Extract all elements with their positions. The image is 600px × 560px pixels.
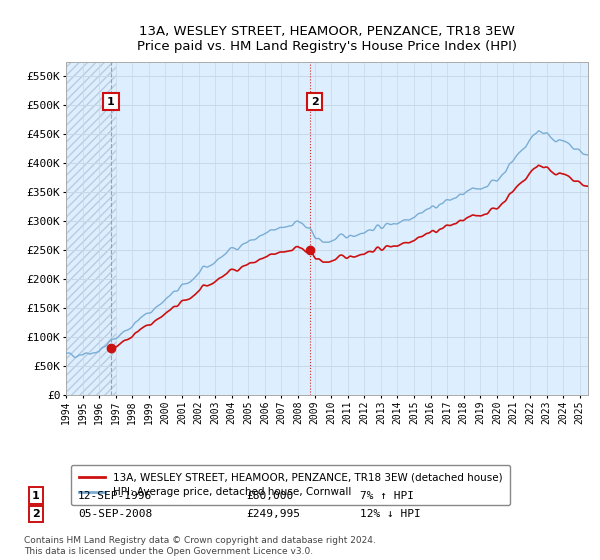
Title: 13A, WESLEY STREET, HEAMOOR, PENZANCE, TR18 3EW
Price paid vs. HM Land Registry': 13A, WESLEY STREET, HEAMOOR, PENZANCE, T… — [137, 26, 517, 54]
Text: 2: 2 — [32, 509, 40, 519]
Text: 05-SEP-2008: 05-SEP-2008 — [78, 509, 152, 519]
Text: £80,000: £80,000 — [246, 491, 293, 501]
Text: 1: 1 — [32, 491, 40, 501]
Text: Contains HM Land Registry data © Crown copyright and database right 2024.
This d: Contains HM Land Registry data © Crown c… — [24, 536, 376, 556]
Text: 12-SEP-1996: 12-SEP-1996 — [78, 491, 152, 501]
Text: 1: 1 — [107, 96, 115, 106]
Text: £249,995: £249,995 — [246, 509, 300, 519]
Text: 7% ↑ HPI: 7% ↑ HPI — [360, 491, 414, 501]
Text: 2: 2 — [311, 96, 319, 106]
Bar — [66, 62, 116, 395]
Legend: 13A, WESLEY STREET, HEAMOOR, PENZANCE, TR18 3EW (detached house), HPI: Average p: 13A, WESLEY STREET, HEAMOOR, PENZANCE, T… — [71, 465, 510, 505]
Text: 12% ↓ HPI: 12% ↓ HPI — [360, 509, 421, 519]
